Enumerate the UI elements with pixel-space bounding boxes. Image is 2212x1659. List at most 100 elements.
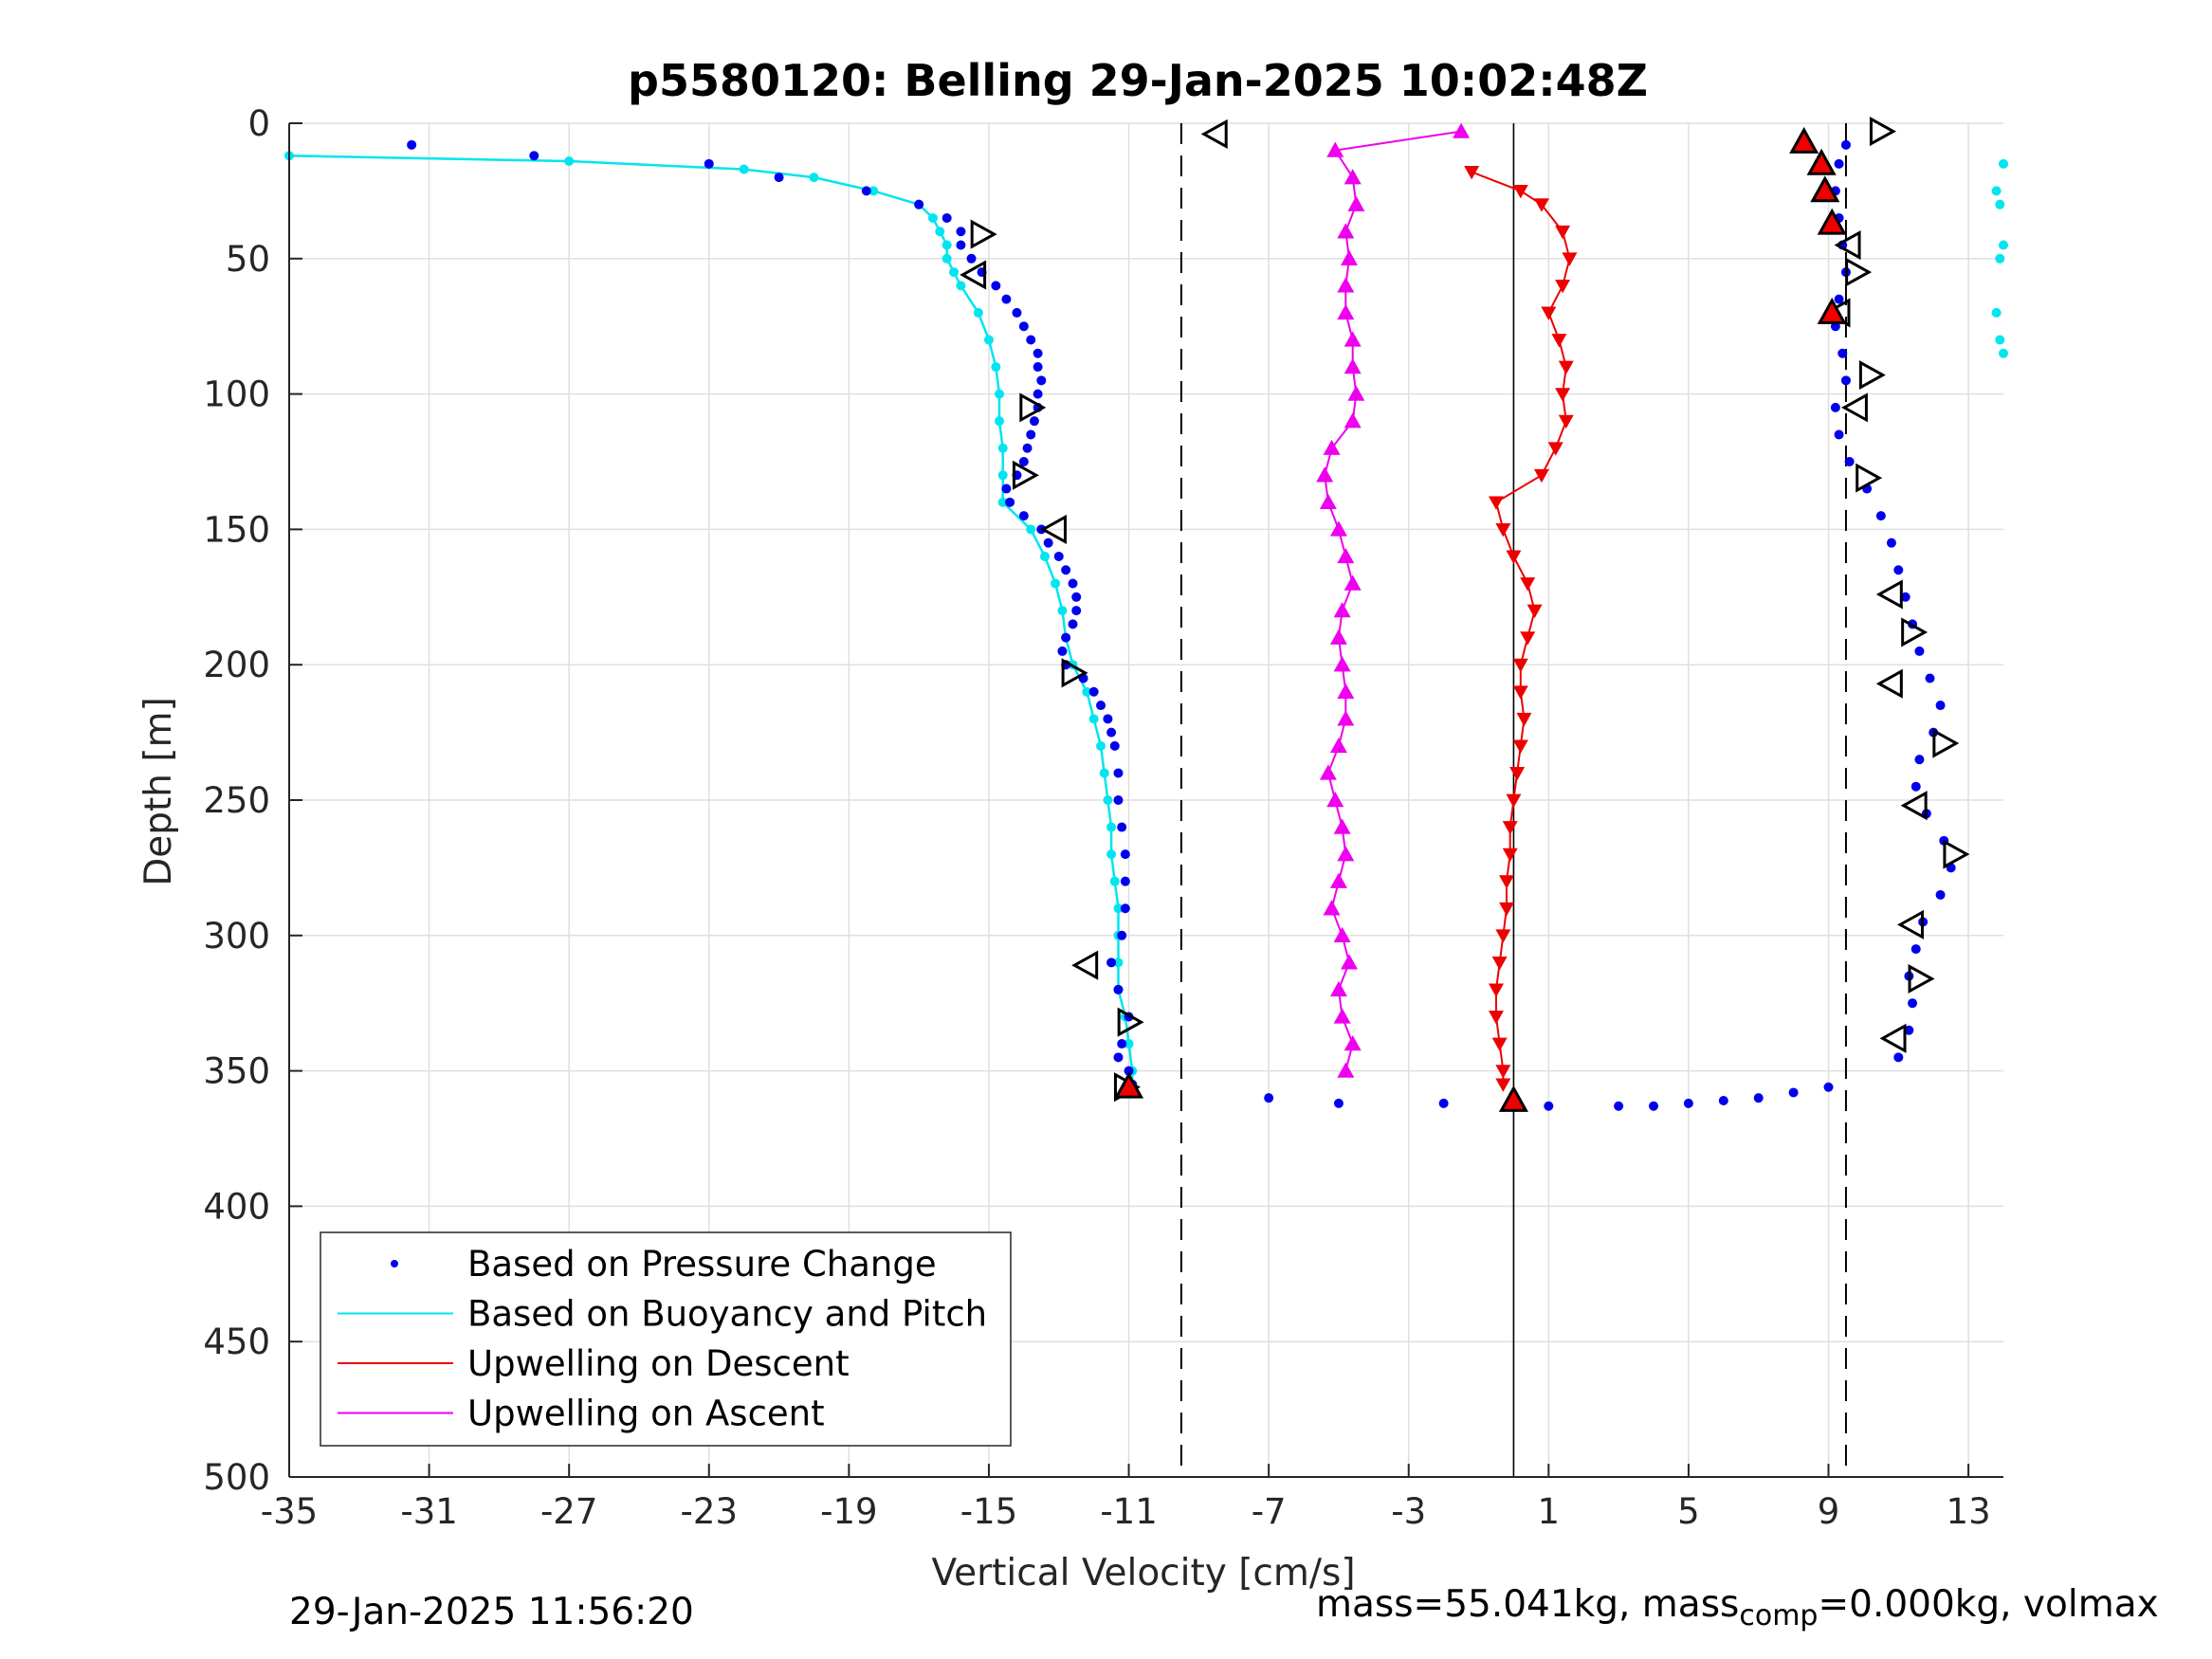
buoyancy-pitch-point: [1991, 186, 2002, 196]
buoyancy-pitch-point: [1995, 253, 2005, 264]
buoyancy-pitch-point: [1999, 348, 2008, 358]
marker-triangle: [1879, 1023, 1907, 1053]
pressure-change-point: [1914, 755, 1925, 765]
pressure-change-point: [1893, 565, 1904, 575]
pressure-change-point: [1018, 511, 1029, 521]
x-tick-label: -23: [681, 1491, 738, 1532]
buoyancy-pitch-point: [995, 389, 1005, 399]
pressure-change-point: [1120, 903, 1130, 914]
mass-label: mass=55.041kg, masscomp=0.000kg, volmax: [1316, 1583, 2159, 1632]
upwelling-descent-point: [1495, 523, 1511, 538]
pressure-change-point: [914, 199, 924, 210]
upwelling-descent-point: [1488, 1011, 1504, 1025]
buoyancy-pitch-point: [1995, 199, 2005, 210]
pressure-change-point: [1935, 889, 1946, 900]
pressure-change-point: [1001, 294, 1012, 304]
x-tick-label: 5: [1677, 1491, 1700, 1532]
pressure-change-point: [1264, 1093, 1274, 1103]
pressure-change-point: [1830, 402, 1840, 412]
marker-triangle: [1908, 963, 1935, 994]
pressure-change-point: [1005, 497, 1015, 507]
upwelling-ascent-point: [1337, 846, 1355, 862]
pressure-change-point: [1026, 335, 1036, 345]
buoyancy-pitch-point: [1026, 524, 1036, 535]
upwelling-descent-point: [1512, 185, 1528, 199]
upwelling-descent-point: [1533, 198, 1549, 212]
upwelling-ascent-point: [1337, 223, 1355, 239]
upwelling-descent-point: [1512, 658, 1528, 673]
upwelling-ascent-point: [1329, 520, 1347, 537]
pressure-change-point: [1840, 375, 1851, 386]
upwelling-ascent-point: [1329, 629, 1347, 645]
upwelling-descent-point: [1509, 767, 1526, 781]
x-tick-label: -35: [261, 1491, 318, 1532]
pressure-change-point: [1033, 362, 1043, 373]
y-tick-label: 50: [226, 239, 270, 280]
pressure-change-point: [1788, 1087, 1799, 1098]
y-tick-label: 500: [203, 1457, 270, 1498]
buoyancy-pitch-point: [1096, 740, 1106, 751]
mass-subscript: comp: [1739, 1598, 1819, 1632]
x-tick-label: -15: [960, 1491, 1017, 1532]
buoyancy-pitch-point: [809, 173, 819, 183]
buoyancy-pitch-point: [941, 240, 952, 250]
upwelling-ascent-point: [1326, 141, 1344, 157]
x-tick-label: -31: [400, 1491, 457, 1532]
buoyancy-pitch-point: [1109, 876, 1120, 886]
pressure-change-point: [1753, 1093, 1764, 1103]
x-tick-label: 13: [1947, 1491, 1991, 1532]
upwelling-descent-point: [1495, 929, 1511, 943]
upwelling-descent-point: [1491, 956, 1508, 971]
pressure-change-point: [956, 240, 966, 250]
marker-triangle: [1875, 579, 1903, 610]
mass-prefix: mass=55.041kg, mass: [1316, 1583, 1740, 1626]
pressure-change-point: [1649, 1101, 1659, 1111]
buoyancy-pitch-point: [1999, 158, 2008, 169]
upwelling-ascent-point: [1337, 710, 1355, 726]
y-axis-label: Depth [m]: [137, 697, 180, 886]
upwelling-descent-point: [1499, 902, 1515, 917]
buoyancy-pitch-point: [1099, 768, 1109, 778]
buoyancy-pitch-point: [868, 186, 879, 196]
y-tick-label: 400: [203, 1186, 270, 1227]
pressure-change-point: [1033, 389, 1043, 399]
pressure-change-point: [1910, 944, 1921, 955]
marker-triangle: [1858, 360, 1886, 391]
buoyancy-pitch-point: [1082, 686, 1092, 697]
x-tick-label: 9: [1818, 1491, 1840, 1532]
pressure-change-point: [1018, 321, 1029, 332]
upwelling-ascent-point: [1323, 439, 1341, 455]
upwelling-descent-point: [1555, 279, 1571, 294]
pressure-change-point: [1029, 416, 1039, 427]
pressure-change-point: [1061, 632, 1071, 643]
pressure-change-point: [1840, 139, 1851, 150]
upwelling-ascent-point: [1333, 926, 1351, 942]
upwelling-ascent-point: [1344, 169, 1362, 185]
marker-red-triangle: [1498, 1085, 1528, 1112]
buoyancy-pitch-point: [1995, 335, 2005, 345]
upwelling-descent-point: [1516, 712, 1532, 727]
marker-red-triangle: [1817, 297, 1847, 324]
buoyancy-pitch-point: [973, 307, 983, 318]
upwelling-ascent-point: [1344, 1035, 1362, 1051]
pressure-change-point: [1914, 646, 1925, 656]
pressure-change-point: [529, 151, 539, 161]
upwelling-ascent-point: [1347, 195, 1365, 211]
pressure-change-point: [941, 212, 952, 223]
data-layer: [284, 117, 2008, 1112]
pressure-change-point: [1001, 483, 1012, 494]
upwelling-descent-point: [1547, 442, 1563, 456]
upwelling-descent-point: [1533, 468, 1549, 483]
marker-triangle: [1840, 392, 1868, 423]
pressure-change-point: [1068, 619, 1078, 629]
y-tick-label: 0: [247, 103, 270, 144]
legend-label: Upwelling on Ascent: [467, 1394, 825, 1434]
pressure-change-point: [1096, 701, 1106, 711]
buoyancy-pitch-point: [935, 227, 945, 237]
pressure-change-point: [1018, 457, 1029, 466]
upwelling-ascent-point: [1341, 249, 1359, 265]
x-tick-label: -7: [1252, 1491, 1287, 1532]
marker-red-triangle: [1789, 126, 1819, 154]
upwelling-descent-point: [1555, 388, 1571, 402]
upwelling-ascent-point: [1344, 574, 1362, 591]
